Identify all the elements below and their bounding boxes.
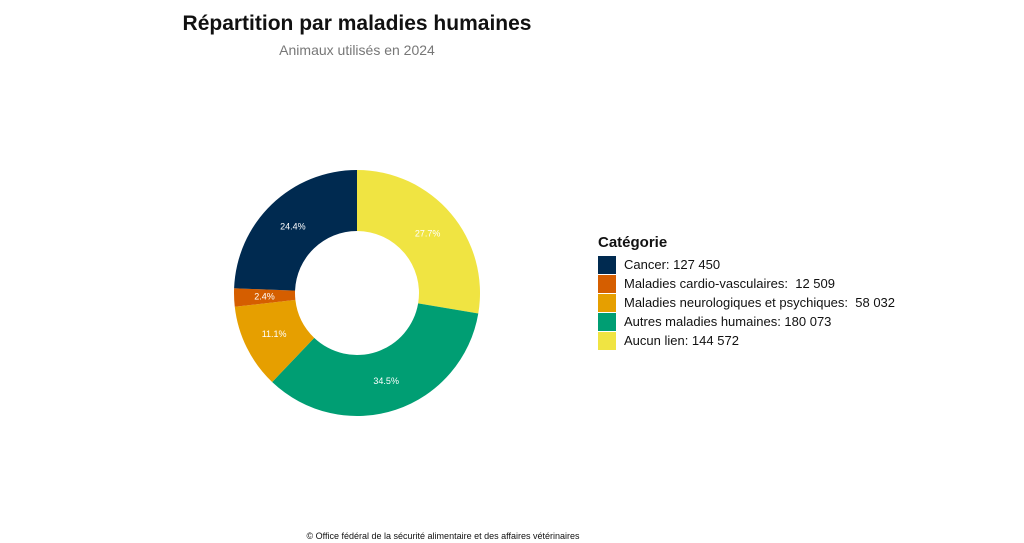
- legend-label: Cancer: 127 450: [624, 257, 721, 272]
- slice-aucun-lien: [357, 170, 480, 314]
- legend-item: Maladies neurologiques et psychiques: 58…: [598, 293, 895, 312]
- slice-maladies-neurologiques-et-psychiques: [234, 299, 315, 383]
- chart-subtitle: Animaux utilisés en 2024: [279, 42, 435, 58]
- legend-item: Maladies cardio-vasculaires: 12 509: [598, 274, 895, 293]
- slice-percent-label: 34.5%: [373, 376, 399, 386]
- legend: Catégorie Cancer: 127 450 Maladies cardio…: [598, 234, 895, 350]
- legend-item: Aucun lien: 144 572: [598, 331, 895, 350]
- slice-percent-label: 2.4%: [254, 291, 275, 301]
- legend-swatch: [598, 312, 616, 331]
- slice-cancer: [234, 170, 357, 291]
- legend-label: Maladies neurologiques et psychiques: 58…: [624, 295, 896, 310]
- legend-swatch: [598, 331, 616, 350]
- legend-label: Maladies cardio-vasculaires: 12 509: [624, 276, 835, 291]
- slice-percent-label: 11.1%: [262, 329, 287, 339]
- legend-swatch: [598, 255, 616, 274]
- legend-label: Autres maladies humaines: 180 073: [624, 314, 832, 329]
- slice-maladies-cardio-vasculaires: [233, 288, 296, 307]
- legend-title: Catégorie: [598, 234, 668, 251]
- slice-autres-maladies-humaines: [272, 303, 479, 416]
- legend-item: Autres maladies humaines: 180 073: [598, 312, 895, 331]
- copyright-footer: © Office fédéral de la sécurité alimenta…: [306, 531, 580, 541]
- legend-label: Aucun lien: 144 572: [624, 333, 739, 348]
- chart-title: Répartition par maladies humaines: [182, 12, 532, 35]
- legend-swatch: [598, 274, 616, 293]
- legend-swatch: [598, 293, 616, 312]
- legend-item: Cancer: 127 450: [598, 255, 895, 274]
- slice-percent-label: 27.7%: [415, 228, 441, 238]
- slice-percent-label: 24.4%: [280, 221, 306, 231]
